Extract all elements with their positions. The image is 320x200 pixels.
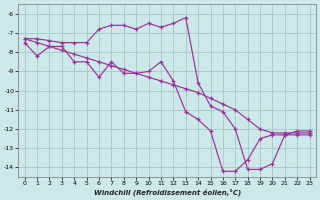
X-axis label: Windchill (Refroidissement éolien,°C): Windchill (Refroidissement éolien,°C) — [93, 188, 241, 196]
